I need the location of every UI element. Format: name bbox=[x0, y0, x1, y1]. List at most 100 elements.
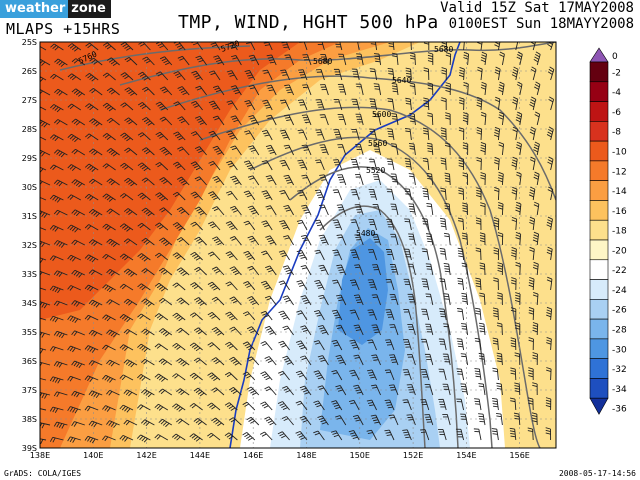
wind-barb bbox=[106, 329, 120, 338]
wind-barb bbox=[141, 117, 155, 126]
wind-barb bbox=[403, 248, 412, 261]
wind-barb bbox=[528, 276, 535, 291]
wind-barb bbox=[224, 402, 238, 411]
colorbar-swatch bbox=[589, 397, 609, 415]
wind-barb bbox=[193, 327, 207, 336]
wind-barb bbox=[498, 141, 505, 156]
wind-barb bbox=[529, 156, 536, 171]
colorbar-swatch bbox=[589, 121, 609, 142]
wind-barb bbox=[123, 238, 138, 246]
wind-barb bbox=[353, 294, 364, 306]
wind-barb bbox=[88, 178, 103, 186]
wind-barb bbox=[176, 388, 190, 396]
wind-barb bbox=[445, 112, 451, 126]
wind-barb bbox=[40, 438, 47, 445]
latitude-label: 38S bbox=[22, 415, 37, 424]
wind-barb bbox=[177, 86, 190, 96]
wind-barb bbox=[408, 173, 416, 186]
wind-barb bbox=[296, 340, 308, 351]
wind-barb bbox=[172, 342, 186, 351]
wind-barb bbox=[243, 220, 256, 231]
wind-barb bbox=[67, 133, 82, 143]
wind-barb bbox=[189, 342, 203, 352]
wind-barb bbox=[545, 397, 552, 411]
wind-barb bbox=[355, 143, 364, 156]
wind-barb bbox=[191, 70, 203, 81]
wind-barb bbox=[89, 88, 103, 96]
wind-barb bbox=[230, 85, 242, 96]
wind-barb bbox=[388, 384, 399, 396]
wind-barb bbox=[497, 292, 503, 306]
wind-barb bbox=[40, 240, 51, 248]
wind-barb bbox=[260, 431, 273, 441]
wind-barb bbox=[136, 434, 151, 443]
wind-barb bbox=[496, 412, 503, 426]
wind-barb bbox=[194, 297, 207, 306]
wind-barb bbox=[141, 389, 155, 398]
wind-barb bbox=[242, 432, 256, 441]
wind-barb bbox=[190, 282, 203, 291]
wind-barb bbox=[532, 382, 538, 396]
wind-barb bbox=[498, 81, 505, 96]
wind-barb bbox=[406, 384, 416, 396]
wind-barb bbox=[123, 298, 138, 306]
wind-barb bbox=[89, 118, 103, 127]
wind-barb bbox=[224, 371, 238, 381]
colorbar-label: -32 bbox=[612, 365, 627, 375]
wind-barb bbox=[371, 384, 382, 396]
wind-barb bbox=[370, 414, 382, 426]
wind-barb bbox=[372, 234, 382, 246]
wind-barb bbox=[155, 42, 169, 51]
colorbar-label: -36 bbox=[612, 405, 627, 415]
wind-barb bbox=[102, 405, 116, 412]
wind-barb bbox=[332, 189, 343, 201]
wind-barb bbox=[247, 205, 260, 216]
wind-barb bbox=[172, 282, 186, 291]
wind-barb bbox=[355, 83, 364, 96]
wind-barb bbox=[154, 373, 169, 382]
wind-barb bbox=[88, 329, 103, 337]
wind-barb bbox=[230, 55, 242, 66]
wind-barb bbox=[338, 53, 347, 66]
wind-barb bbox=[493, 187, 500, 201]
longitude-label: 154E bbox=[456, 451, 476, 460]
wind-barb bbox=[348, 399, 360, 411]
wind-barb bbox=[154, 343, 169, 351]
wind-barb bbox=[282, 295, 294, 306]
wind-barb bbox=[407, 263, 416, 276]
wind-barb bbox=[426, 203, 434, 216]
latitude-label: 35S bbox=[22, 328, 37, 337]
timestamp-label: 2008-05-17-14:56 bbox=[558, 469, 636, 478]
wind-barb bbox=[159, 177, 173, 186]
wind-barb bbox=[193, 357, 207, 366]
wind-barb bbox=[190, 221, 203, 231]
wind-barb bbox=[462, 202, 469, 216]
wind-barb bbox=[137, 132, 151, 141]
wind-barb bbox=[391, 52, 399, 66]
wind-barb bbox=[211, 387, 225, 396]
wind-barb bbox=[49, 406, 64, 413]
wind-barb bbox=[319, 114, 329, 126]
wind-barb bbox=[84, 224, 99, 231]
wind-barb bbox=[71, 300, 85, 307]
wind-barb bbox=[389, 294, 399, 306]
wind-barb bbox=[67, 103, 82, 111]
contour-label: 5680 bbox=[313, 57, 332, 66]
wind-barb bbox=[335, 415, 347, 426]
wind-barb bbox=[440, 187, 447, 201]
wind-barb bbox=[141, 268, 155, 276]
wind-barb bbox=[335, 354, 347, 366]
wind-barb bbox=[40, 119, 51, 128]
wind-barb bbox=[123, 419, 138, 426]
wind-barb bbox=[88, 299, 103, 308]
wind-barb bbox=[370, 42, 378, 51]
wind-barb bbox=[368, 249, 378, 261]
wind-barb bbox=[49, 255, 64, 261]
wind-barb bbox=[137, 162, 151, 172]
wind-barb bbox=[279, 129, 291, 141]
longitude-label: 138E bbox=[30, 451, 50, 460]
wind-barb bbox=[265, 265, 277, 276]
colorbar-label: -26 bbox=[612, 306, 627, 316]
wind-barb bbox=[474, 337, 482, 351]
wind-barb bbox=[529, 96, 537, 111]
